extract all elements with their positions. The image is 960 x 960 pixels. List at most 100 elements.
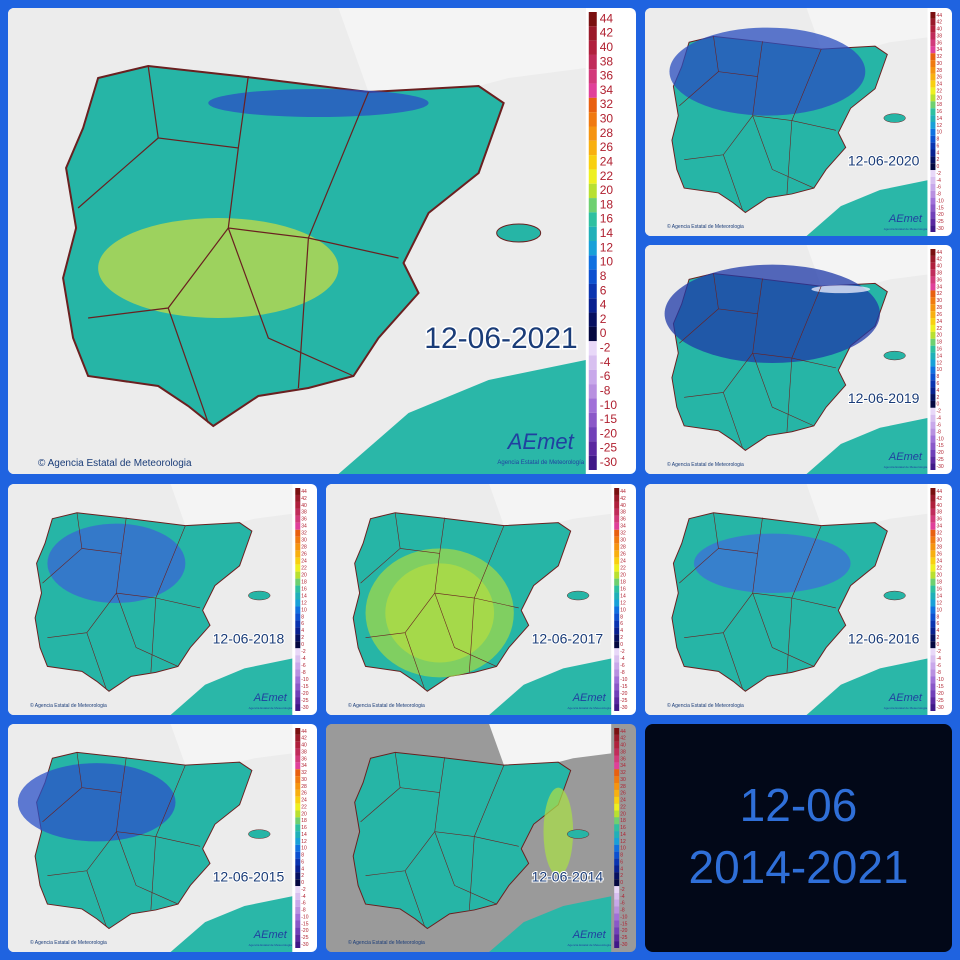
scale-label: 2 xyxy=(301,635,304,641)
scale-swatch xyxy=(930,697,936,705)
scale-swatch xyxy=(930,488,936,495)
scale-swatch xyxy=(614,906,620,914)
scale-label: -10 xyxy=(936,677,943,683)
scale-swatch xyxy=(295,683,301,691)
scale-swatch xyxy=(930,400,936,408)
map: 4442403836343230282624222018161412108642… xyxy=(326,724,628,952)
scale-swatch xyxy=(588,26,597,41)
scale-label: -15 xyxy=(620,684,627,690)
scale-label: -30 xyxy=(620,705,627,711)
scale-label: 38 xyxy=(936,33,942,39)
scale-label: -25 xyxy=(936,219,943,225)
scale-label: -6 xyxy=(936,663,941,669)
scale-label: -2 xyxy=(600,341,611,355)
scale-label: -8 xyxy=(301,908,306,914)
scale-label: 0 xyxy=(301,880,304,886)
scale-label: -8 xyxy=(936,192,941,198)
scale-label: -25 xyxy=(301,698,308,704)
scale-label: 10 xyxy=(936,130,942,136)
scale-label: 0 xyxy=(936,164,939,170)
scale-swatch xyxy=(295,762,301,770)
scale-swatch xyxy=(930,135,936,143)
scale-swatch xyxy=(930,311,936,319)
scale-swatch xyxy=(295,522,301,530)
temp-zone xyxy=(98,218,339,318)
scale-label: 6 xyxy=(936,143,939,149)
scale-label: 38 xyxy=(936,271,942,277)
scale-label: 28 xyxy=(620,784,626,790)
scale-swatch xyxy=(614,783,620,790)
scale-label: 18 xyxy=(936,102,942,108)
scale-label: 32 xyxy=(600,97,614,111)
scale-label: 2 xyxy=(936,157,939,163)
scale-swatch xyxy=(295,676,301,684)
scale-swatch xyxy=(614,557,620,565)
scale-label: 24 xyxy=(936,82,942,88)
scale-swatch xyxy=(588,355,597,370)
scale-swatch xyxy=(295,557,301,565)
scale-swatch xyxy=(295,810,301,818)
scale-swatch xyxy=(614,585,620,593)
scale-label: 44 xyxy=(301,489,307,495)
logo-name: AEmet xyxy=(572,929,607,941)
scale-swatch xyxy=(614,522,620,530)
scale-swatch xyxy=(614,831,620,838)
scale-swatch xyxy=(295,748,301,756)
scale-swatch xyxy=(614,872,620,880)
scale-swatch xyxy=(930,456,936,464)
scale-label: -6 xyxy=(620,663,625,669)
logo-subtitle: Agencia Estatal de Meteorología xyxy=(249,943,293,947)
france xyxy=(489,724,612,766)
scale-swatch xyxy=(614,789,620,797)
scale-label: 26 xyxy=(301,552,307,558)
scale-label: -8 xyxy=(620,670,625,676)
scale-swatch xyxy=(930,655,936,663)
scale-swatch xyxy=(930,197,936,205)
scale-swatch xyxy=(614,606,620,614)
scale-label: 4 xyxy=(936,388,939,394)
map-layer xyxy=(645,484,928,715)
scale-label: -2 xyxy=(620,649,625,655)
scale-swatch xyxy=(930,338,936,346)
scale-swatch xyxy=(295,858,301,866)
scale-label: 26 xyxy=(936,75,942,81)
scale-swatch xyxy=(614,817,620,825)
scale-swatch xyxy=(588,412,597,428)
scale-label: 12 xyxy=(936,123,942,129)
scale-swatch xyxy=(295,783,301,790)
scale-label: 26 xyxy=(620,791,626,797)
scale-swatch xyxy=(614,550,620,558)
scale-label: 36 xyxy=(301,756,307,762)
scale-label: -6 xyxy=(936,422,941,428)
scale-label: 8 xyxy=(936,137,939,143)
scale-label: 8 xyxy=(301,614,304,620)
scale-label: 20 xyxy=(936,95,942,101)
scale-label: 34 xyxy=(620,763,626,769)
scale-swatch xyxy=(930,606,936,614)
balearic-islands xyxy=(566,590,590,601)
scale-label: -30 xyxy=(936,464,943,470)
scale-label: 0 xyxy=(620,642,623,648)
scale-swatch xyxy=(588,54,597,70)
scale-swatch xyxy=(930,442,936,450)
scale-label: -20 xyxy=(600,426,618,440)
scale-label: 14 xyxy=(600,226,614,240)
scale-label: 24 xyxy=(936,559,942,565)
scale-label: 44 xyxy=(936,13,942,19)
scale-swatch xyxy=(930,122,936,129)
scale-label: -8 xyxy=(600,383,611,397)
scale-swatch xyxy=(930,249,936,256)
scale-label: 20 xyxy=(600,183,614,197)
scale-label: -4 xyxy=(620,656,625,662)
france xyxy=(806,8,928,50)
map-panel: 44 42 40 38 36 34 32 30 28 26 24 22 20 18 16 14 12 10 8 6 4 2… xyxy=(645,245,952,474)
temp-zone xyxy=(811,285,871,294)
scale-label: -4 xyxy=(936,178,941,184)
scale-label: -30 xyxy=(936,226,943,232)
scale-label: 22 xyxy=(936,88,942,94)
scale-swatch xyxy=(930,18,936,26)
scale-swatch xyxy=(930,690,936,698)
balearic-islands xyxy=(883,590,906,601)
scale-label: -10 xyxy=(620,914,627,920)
